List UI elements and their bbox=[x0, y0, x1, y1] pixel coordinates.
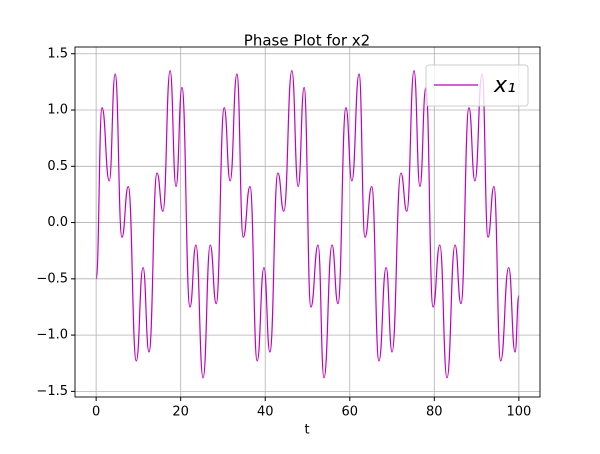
x-tick-label: 20 bbox=[172, 405, 189, 420]
plot-frame bbox=[74, 46, 541, 398]
y-tick-label: 1.0 bbox=[47, 103, 68, 118]
y-tick-label: −0.5 bbox=[36, 271, 68, 286]
data-line bbox=[95, 70, 520, 379]
y-tick-label: −1.5 bbox=[36, 384, 68, 399]
x-tick-label: 80 bbox=[426, 405, 443, 420]
x-tick-label: 100 bbox=[506, 405, 531, 420]
y-tick-label: 1.5 bbox=[47, 46, 68, 61]
x-tick-label: 40 bbox=[257, 405, 274, 420]
y-tick-label: −1.0 bbox=[36, 328, 68, 343]
legend: x₁ bbox=[425, 64, 529, 107]
x-tick-label: 0 bbox=[92, 405, 100, 420]
x-tick-label: 60 bbox=[341, 405, 358, 420]
y-tick-label: 0.5 bbox=[47, 159, 68, 174]
y-tick-label: 0.0 bbox=[47, 215, 68, 230]
legend-label: x₁ bbox=[493, 73, 516, 98]
x-axis-label: t bbox=[304, 423, 309, 438]
chart-title: Phase Plot for x2 bbox=[244, 32, 370, 50]
